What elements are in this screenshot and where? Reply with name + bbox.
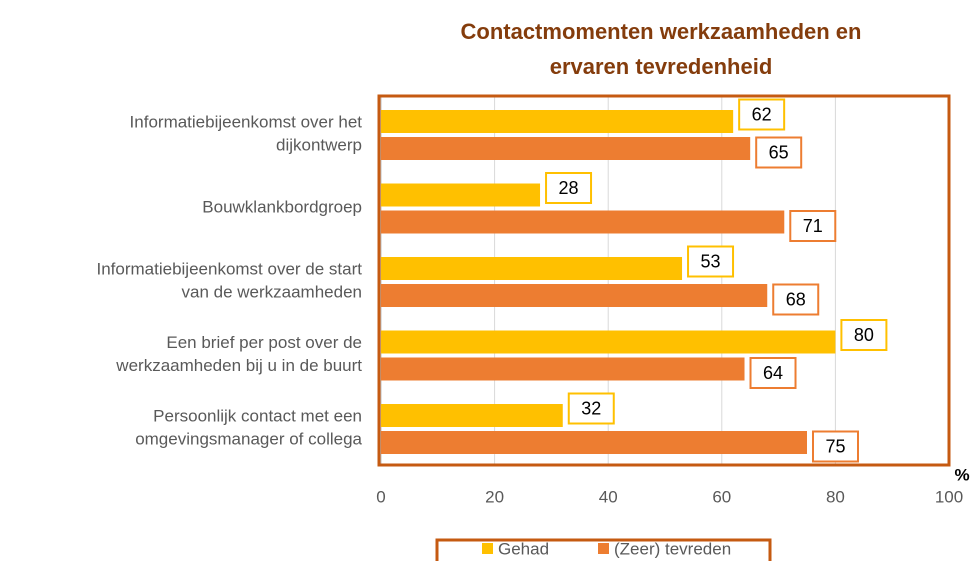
x-tick-label: 20 — [485, 487, 504, 506]
legend-label: (Zeer) tevreden — [614, 539, 731, 558]
value-label-box — [840, 319, 888, 351]
value-label-box — [749, 357, 797, 389]
bar — [381, 257, 683, 280]
value-label: 71 — [803, 216, 823, 236]
value-label: 75 — [825, 436, 845, 456]
category-label: Een brief per post over de werkzaamheden … — [115, 333, 362, 375]
category-line: werkzaamheden bij u in de buurt — [115, 356, 362, 375]
bar — [381, 137, 751, 160]
category-line: Bouwklankbordgroep — [202, 198, 362, 217]
category-line: Informatiebijeenkomst over de start — [96, 260, 362, 279]
category-line: omgevingsmanager of collega — [135, 430, 362, 449]
x-tick-label: 80 — [826, 487, 845, 506]
value-label-box — [789, 210, 837, 242]
value-label: 64 — [763, 363, 783, 383]
bar — [381, 183, 541, 207]
bar — [381, 431, 807, 454]
value-label-box — [567, 392, 615, 425]
value-label: 53 — [701, 251, 721, 271]
legend-swatch — [598, 543, 609, 554]
value-label-box — [755, 136, 803, 169]
value-label: 32 — [581, 398, 601, 418]
value-label: 65 — [769, 142, 789, 162]
value-label: 80 — [854, 325, 874, 345]
plot-frame — [377, 94, 951, 467]
legend-label: Gehad — [498, 539, 549, 558]
chart-title: Contactmomenten werkzaamheden en — [461, 19, 862, 44]
value-label: 28 — [559, 178, 579, 198]
value-label-box — [545, 172, 593, 204]
x-tick-label: 40 — [599, 487, 618, 506]
value-label-box — [738, 98, 786, 131]
x-unit: % — [954, 465, 969, 484]
bar — [381, 210, 785, 234]
x-tick-label: 100 — [935, 487, 963, 506]
x-tick-label: 0 — [376, 487, 385, 506]
value-label-box — [687, 245, 735, 278]
category-label: Persoonlijk contact met een omgevingsmana… — [135, 407, 362, 449]
category-line: Persoonlijk contact met een — [153, 407, 362, 426]
bar — [381, 110, 734, 133]
legend-swatch — [482, 543, 493, 554]
bar — [381, 357, 745, 381]
chart-title: ervaren tevredenheid — [550, 54, 773, 79]
value-label: 62 — [752, 104, 772, 124]
category-line: dijkontwerp — [276, 136, 362, 155]
x-tick-label: 60 — [712, 487, 731, 506]
category-label: Informatiebijeenkomst over het dijkontwer… — [130, 113, 363, 155]
category-label: Informatiebijeenkomst over de start van d… — [96, 260, 362, 302]
bar — [381, 330, 836, 354]
value-label-box — [772, 283, 820, 316]
bar — [381, 404, 563, 427]
value-label: 68 — [786, 289, 806, 309]
value-label-box — [812, 430, 859, 463]
category-label: Bouwklankbordgroep — [202, 198, 362, 217]
bar — [381, 284, 768, 307]
category-line: Informatiebijeenkomst over het — [130, 113, 363, 132]
category-line: van de werkzaamheden — [181, 283, 362, 302]
category-line: Een brief per post over de — [166, 333, 362, 352]
